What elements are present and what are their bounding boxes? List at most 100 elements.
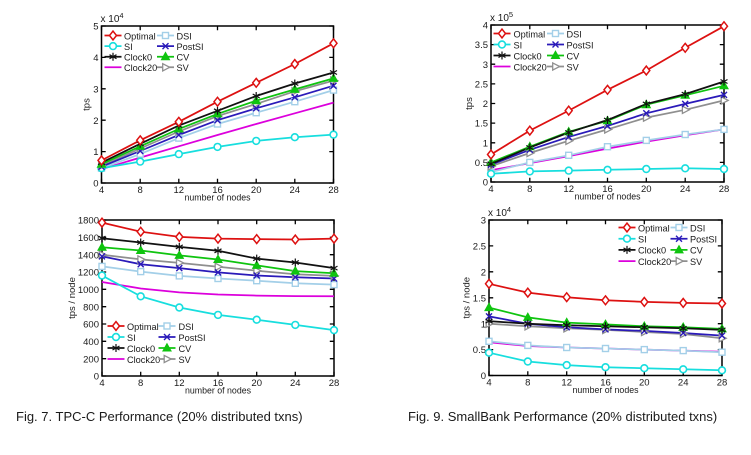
svg-text:number of nodes: number of nodes xyxy=(185,386,252,396)
svg-text:16: 16 xyxy=(600,377,611,388)
svg-text:SV: SV xyxy=(690,257,703,267)
svg-text:1: 1 xyxy=(481,319,486,330)
svg-text:4: 4 xyxy=(99,185,104,196)
svg-text:tps / node: tps / node xyxy=(462,277,473,319)
svg-text:PostSI: PostSI xyxy=(179,333,206,343)
svg-text:4: 4 xyxy=(483,21,488,32)
svg-text:16: 16 xyxy=(602,184,613,195)
svg-text:SV: SV xyxy=(567,62,580,72)
svg-text:Fig. 9. SmallBank Performance: Fig. 9. SmallBank Performance (20% distr… xyxy=(408,409,717,424)
svg-text:Clock20: Clock20 xyxy=(127,355,160,365)
svg-text:0: 0 xyxy=(481,371,486,382)
svg-text:20: 20 xyxy=(251,378,262,389)
svg-text:Optimal: Optimal xyxy=(514,29,546,39)
svg-text:3: 3 xyxy=(93,84,98,95)
svg-text:3: 3 xyxy=(481,216,486,227)
svg-text:200: 200 xyxy=(83,354,99,365)
svg-text:0: 0 xyxy=(93,179,98,190)
svg-text:28: 28 xyxy=(717,377,728,388)
svg-text:4: 4 xyxy=(486,377,491,388)
svg-text:4: 4 xyxy=(93,53,98,64)
svg-text:x 105: x 105 xyxy=(490,10,513,24)
svg-text:number of nodes: number of nodes xyxy=(184,193,251,203)
svg-text:12: 12 xyxy=(174,378,185,389)
svg-text:Clock0: Clock0 xyxy=(127,344,155,354)
svg-text:16: 16 xyxy=(213,378,224,389)
svg-text:SI: SI xyxy=(514,40,523,50)
svg-text:Fig. 7. TPC-C Performance (20%: Fig. 7. TPC-C Performance (20% distribut… xyxy=(16,409,303,424)
svg-text:tps / node: tps / node xyxy=(67,277,78,319)
svg-text:SI: SI xyxy=(124,42,133,52)
svg-text:3: 3 xyxy=(483,60,488,71)
svg-text:Clock0: Clock0 xyxy=(514,51,542,61)
svg-text:0: 0 xyxy=(94,372,99,383)
svg-text:SV: SV xyxy=(179,355,192,365)
svg-text:DSI: DSI xyxy=(690,223,705,233)
svg-text:PostSI: PostSI xyxy=(177,42,204,52)
svg-text:600: 600 xyxy=(83,320,99,331)
svg-text:CV: CV xyxy=(179,344,193,354)
svg-text:1.5: 1.5 xyxy=(475,119,488,130)
svg-text:number of nodes: number of nodes xyxy=(572,385,639,395)
svg-text:12: 12 xyxy=(563,184,574,195)
svg-text:x 104: x 104 xyxy=(101,11,124,25)
svg-text:tps: tps xyxy=(464,97,475,110)
svg-text:8: 8 xyxy=(525,377,530,388)
svg-text:CV: CV xyxy=(177,53,191,63)
svg-text:800: 800 xyxy=(83,302,99,313)
svg-text:3.5: 3.5 xyxy=(475,40,488,51)
svg-text:Optimal: Optimal xyxy=(638,223,670,233)
svg-text:8: 8 xyxy=(138,185,143,196)
svg-text:28: 28 xyxy=(328,185,339,196)
svg-text:28: 28 xyxy=(719,184,730,195)
svg-text:400: 400 xyxy=(83,337,99,348)
svg-text:12: 12 xyxy=(561,377,572,388)
svg-text:0.5: 0.5 xyxy=(473,345,486,356)
svg-text:1400: 1400 xyxy=(78,250,99,261)
svg-text:Clock0: Clock0 xyxy=(124,53,152,63)
svg-text:24: 24 xyxy=(290,185,301,196)
svg-text:2: 2 xyxy=(483,99,488,110)
svg-text:2.5: 2.5 xyxy=(475,80,488,91)
svg-text:DSI: DSI xyxy=(179,322,194,332)
svg-text:8: 8 xyxy=(527,184,532,195)
svg-text:1800: 1800 xyxy=(78,216,99,227)
svg-text:0.5: 0.5 xyxy=(475,158,488,169)
svg-text:PostSI: PostSI xyxy=(690,235,717,245)
svg-text:Clock20: Clock20 xyxy=(124,63,157,73)
svg-text:2: 2 xyxy=(93,116,98,127)
svg-text:x 104: x 104 xyxy=(488,205,511,219)
svg-text:PostSI: PostSI xyxy=(567,40,594,50)
svg-text:SI: SI xyxy=(638,235,647,245)
svg-text:24: 24 xyxy=(678,377,689,388)
svg-text:1000: 1000 xyxy=(78,285,99,296)
svg-text:1600: 1600 xyxy=(78,233,99,244)
svg-text:SV: SV xyxy=(177,63,190,73)
svg-text:12: 12 xyxy=(174,185,185,196)
svg-text:CV: CV xyxy=(690,246,704,256)
svg-text:8: 8 xyxy=(138,378,143,389)
svg-text:DSI: DSI xyxy=(177,31,192,41)
svg-text:1200: 1200 xyxy=(78,268,99,279)
svg-text:1: 1 xyxy=(93,147,98,158)
svg-text:Clock0: Clock0 xyxy=(638,246,666,256)
svg-text:2.5: 2.5 xyxy=(473,242,486,253)
svg-text:Clock20: Clock20 xyxy=(638,257,671,267)
svg-text:1.5: 1.5 xyxy=(473,293,486,304)
svg-text:DSI: DSI xyxy=(567,29,582,39)
svg-text:4: 4 xyxy=(99,378,104,389)
svg-text:SI: SI xyxy=(127,333,136,343)
svg-text:24: 24 xyxy=(680,184,691,195)
svg-text:number of nodes: number of nodes xyxy=(574,192,641,202)
svg-text:1: 1 xyxy=(483,138,488,149)
svg-text:Clock20: Clock20 xyxy=(514,62,547,72)
svg-text:4: 4 xyxy=(488,184,493,195)
svg-text:5: 5 xyxy=(93,22,98,33)
svg-text:16: 16 xyxy=(212,185,223,196)
svg-text:tps: tps xyxy=(82,98,93,111)
svg-text:20: 20 xyxy=(639,377,650,388)
svg-text:20: 20 xyxy=(641,184,652,195)
svg-text:28: 28 xyxy=(329,378,340,389)
svg-text:2: 2 xyxy=(481,267,486,278)
svg-text:20: 20 xyxy=(251,185,262,196)
